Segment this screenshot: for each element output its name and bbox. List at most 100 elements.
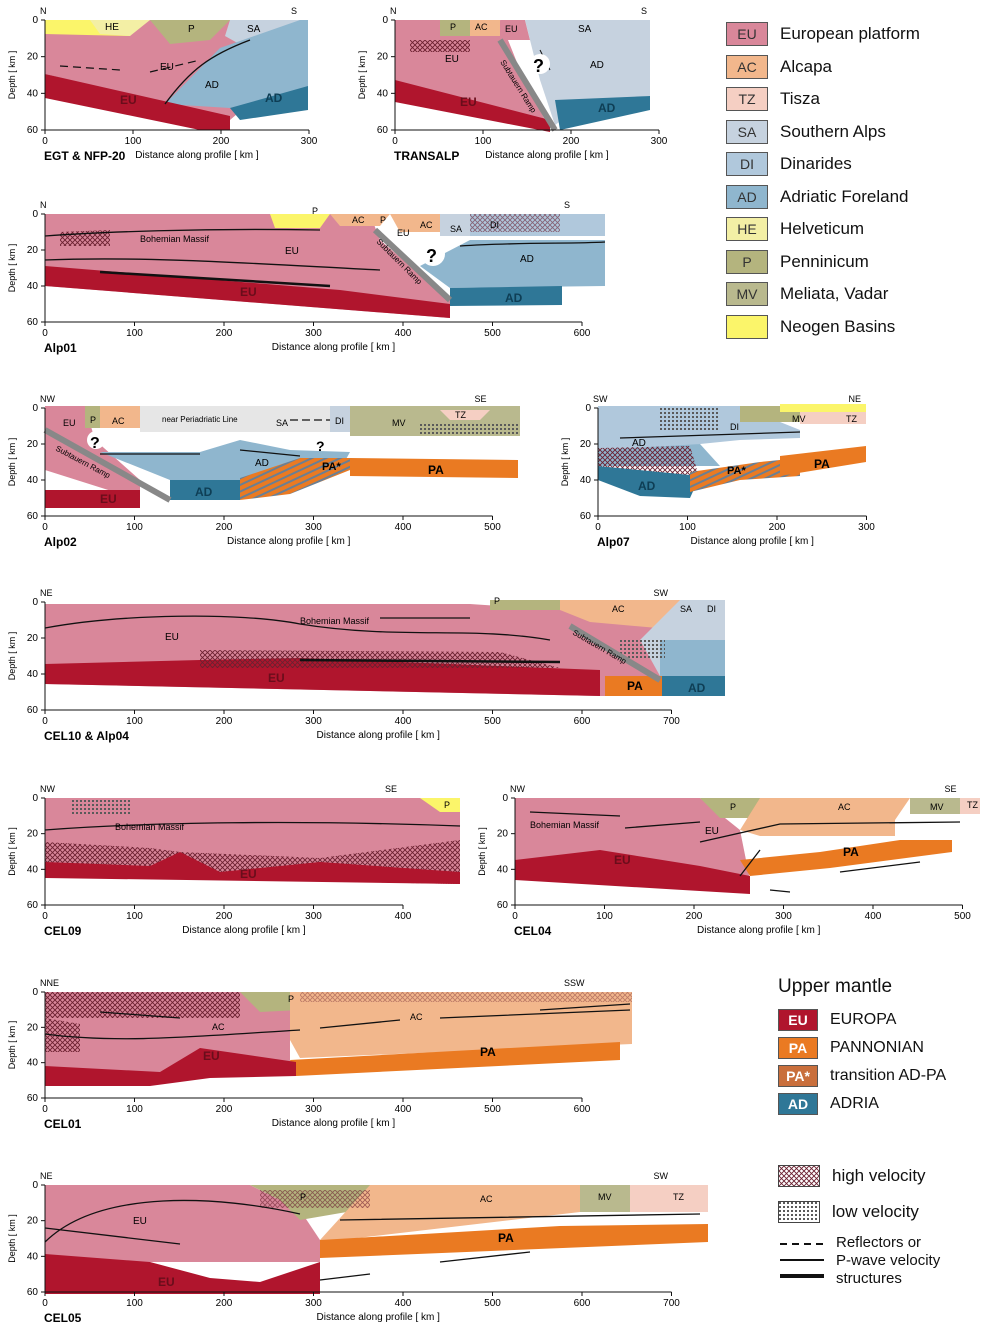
svg-text:AC: AC: [410, 1012, 423, 1022]
y-tick-label: 40: [580, 475, 592, 486]
x-tick-label: 700: [663, 716, 680, 727]
y-axis-label: Depth [ km ]: [7, 244, 17, 293]
x-tick-label: 200: [216, 522, 233, 533]
svg-text:P: P: [90, 415, 96, 425]
profile-alp07: DI MV TZ AD PA* PA AD: [598, 404, 866, 498]
y-tick-label: 40: [497, 864, 509, 875]
mantle-swatch: PA: [778, 1037, 818, 1059]
mantle-label: ADRIA: [830, 1095, 879, 1112]
x-tick-label: 0: [392, 136, 398, 147]
svg-text:EU: EU: [445, 54, 459, 65]
x-tick-label: 300: [305, 1104, 322, 1115]
y-axis-label: Depth [ km ]: [7, 632, 17, 681]
legend-swatch: AC: [726, 54, 768, 79]
upper-mantle-title: Upper mantle: [778, 976, 893, 997]
svg-text:?: ?: [426, 246, 437, 266]
x-tick-label: 300: [858, 522, 875, 533]
left-direction: NW: [40, 784, 55, 794]
legend-label: Neogen Basins: [780, 316, 896, 336]
svg-text:TZ: TZ: [967, 800, 978, 810]
legend-swatch: AD: [726, 184, 768, 209]
right-direction: SE: [385, 784, 397, 794]
svg-text:TZ: TZ: [846, 414, 857, 424]
y-tick-label: 0: [32, 209, 38, 220]
svg-text:P: P: [444, 800, 450, 810]
y-axis-label: Depth [ km ]: [477, 827, 487, 876]
legend-label: Helveticum: [780, 219, 865, 238]
legend-lines-text-3: structures: [836, 1270, 902, 1287]
legend-swatch: EU: [726, 22, 768, 46]
svg-text:P: P: [730, 802, 736, 812]
legend-swatch: [726, 314, 768, 339]
y-tick-label: 20: [580, 439, 592, 450]
y-tick-label: 40: [377, 88, 389, 99]
profile-name: CEL05: [44, 1311, 82, 1325]
svg-text:AC: AC: [612, 604, 625, 614]
svg-text:P: P: [494, 596, 500, 606]
x-tick-label: 700: [663, 1298, 680, 1309]
svg-text:PA: PA: [428, 463, 444, 477]
svg-text:AD: AD: [590, 60, 604, 71]
x-tick-label: 600: [574, 1104, 591, 1115]
profile-cel01: P AC AC EU PA: [44, 992, 632, 1086]
right-direction: SE: [945, 784, 957, 794]
svg-text:EU: EU: [505, 24, 518, 34]
x-tick-label: 400: [395, 1298, 412, 1309]
y-tick-label: 0: [32, 1180, 38, 1191]
svg-text:EU: EU: [240, 867, 257, 881]
x-tick-label: 300: [305, 522, 322, 533]
y-tick-label: 0: [32, 597, 38, 608]
legend-row-he: HE Helveticum: [726, 215, 864, 243]
y-tick-label: 20: [27, 633, 39, 644]
svg-text:AD: AD: [265, 91, 283, 105]
legend-high-velocity: high velocity: [778, 1162, 926, 1190]
svg-text:EU: EU: [285, 246, 299, 257]
x-tick-label: 0: [512, 911, 518, 922]
svg-text:P: P: [188, 24, 195, 35]
x-tick-label: 0: [42, 522, 48, 533]
y-axis-label: Depth [ km ]: [357, 51, 367, 100]
svg-text:SA: SA: [276, 418, 288, 428]
profile-name: EGT & NFP-20: [44, 149, 126, 163]
svg-text:MV: MV: [792, 414, 806, 424]
x-tick-label: 600: [574, 328, 591, 339]
svg-text:DI: DI: [707, 604, 716, 614]
svg-text:EU: EU: [268, 671, 285, 685]
x-axis-label: Distance along profile [ km ]: [317, 1312, 441, 1323]
y-axis-label: Depth [ km ]: [7, 438, 17, 487]
legend-lines-text-2: P-wave velocity: [836, 1252, 941, 1269]
svg-text:TZ: TZ: [455, 410, 466, 420]
legend-row-di: DI Dinarides: [726, 150, 852, 178]
legend-label: Adriatic Foreland: [780, 186, 909, 206]
svg-text:DI: DI: [490, 220, 499, 230]
y-tick-label: 40: [27, 1058, 39, 1069]
right-direction: SW: [654, 1171, 669, 1181]
svg-text:Bohemian Massif: Bohemian Massif: [115, 822, 185, 832]
units-legend: EU European platform AC Alcapa TZ Tisza SA Sout…: [726, 20, 976, 350]
y-tick-label: 20: [377, 52, 389, 63]
mantle-swatch: PA*: [778, 1065, 818, 1087]
y-tick-label: 40: [27, 864, 39, 875]
line-styles-swatch: [780, 1243, 824, 1278]
y-tick-label: 60: [27, 511, 39, 522]
svg-text:EU: EU: [240, 285, 257, 299]
legend-row-eu: EU European platform: [726, 20, 920, 48]
y-tick-label: 0: [382, 15, 388, 26]
y-tick-label: 0: [32, 403, 38, 414]
y-tick-label: 20: [27, 52, 39, 63]
y-axis-label: Depth [ km ]: [7, 827, 17, 876]
y-tick-label: 0: [585, 403, 591, 414]
x-tick-label: 200: [216, 328, 233, 339]
x-tick-label: 100: [126, 911, 143, 922]
x-tick-label: 400: [395, 911, 412, 922]
legend-row-ac: AC Alcapa: [726, 53, 832, 81]
svg-text:AD: AD: [638, 479, 656, 493]
profile-name: Alp02: [44, 535, 77, 549]
right-direction: SE: [475, 394, 487, 404]
x-tick-label: 300: [651, 136, 668, 147]
profile-name: CEL04: [514, 924, 552, 938]
y-tick-label: 40: [27, 475, 39, 486]
svg-text:PA: PA: [814, 457, 830, 471]
svg-text:Bohemian Massif: Bohemian Massif: [140, 234, 210, 244]
